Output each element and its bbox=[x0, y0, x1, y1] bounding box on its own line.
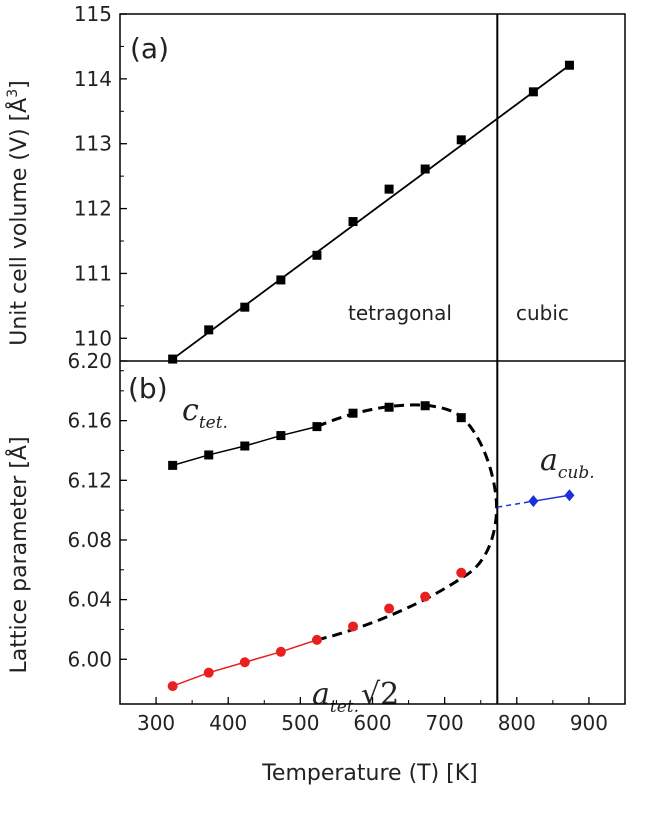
y-tick-label-b: 6.04 bbox=[67, 588, 112, 612]
plot-frame bbox=[119, 13, 626, 705]
series-label-a-tet-sub: tet. bbox=[330, 697, 359, 717]
a-tet-point bbox=[456, 567, 467, 578]
x-tick-label: 800 bbox=[498, 711, 536, 735]
c-tet-point bbox=[204, 450, 214, 460]
volume-point bbox=[564, 60, 574, 70]
x-tick-label: 400 bbox=[209, 711, 247, 735]
series-label-a-cub-sub: cub. bbox=[558, 463, 595, 483]
a-cub-point bbox=[528, 495, 539, 508]
y-tick-label-a: 113 bbox=[74, 132, 112, 156]
a-tet-point bbox=[384, 603, 395, 614]
y-axis-label-b: Lattice parameter [Å] bbox=[5, 436, 32, 673]
c-tet-point bbox=[312, 422, 322, 432]
x-tick-label: 900 bbox=[570, 711, 608, 735]
y-tick-label-b: 6.00 bbox=[67, 647, 112, 671]
x-tick-label: 600 bbox=[353, 711, 391, 735]
a-tet-point bbox=[203, 667, 214, 678]
y-tick-label-b: 6.08 bbox=[67, 528, 112, 552]
c-tet-point bbox=[348, 408, 358, 418]
c-tet-point bbox=[456, 413, 466, 423]
series-label-a-tet-main: a bbox=[312, 677, 330, 712]
c-tet-point bbox=[240, 441, 250, 451]
x-axis-label: Temperature (T) [K] bbox=[261, 761, 478, 786]
series-label-c-main: c bbox=[182, 393, 199, 428]
a-tet-point bbox=[420, 591, 431, 602]
y-axis-label-a-main: Unit cell volume (V) [Å bbox=[5, 98, 32, 346]
a-cub-point bbox=[564, 489, 575, 502]
series-label-c-sub: tet. bbox=[199, 413, 228, 433]
c-tet-point bbox=[276, 431, 286, 441]
c-tet-point bbox=[420, 401, 430, 411]
x-tick-label: 700 bbox=[426, 711, 464, 735]
series-label-a-cub-main: a bbox=[540, 443, 558, 478]
panel-b-label: (b) bbox=[128, 372, 168, 405]
volume-point bbox=[348, 217, 358, 227]
a-cub-dashed-link bbox=[497, 500, 534, 508]
a-tet-point bbox=[311, 634, 322, 645]
y-tick-label-b: 6.16 bbox=[67, 409, 112, 433]
y-tick-label-b: 6.20 bbox=[67, 349, 112, 373]
a-tet-point bbox=[239, 657, 250, 668]
a-tet-point bbox=[275, 646, 286, 657]
y-tick-label-b: 6.12 bbox=[67, 468, 112, 492]
volume-point bbox=[384, 184, 394, 194]
panel-a: 110 111 112 113 114 115 bbox=[74, 2, 574, 704]
y-axis-label-a: Unit cell volume (V) [Å3] bbox=[5, 80, 32, 345]
volume-fit-line bbox=[172, 64, 570, 360]
series-label-a-tet: atet.√2 bbox=[312, 677, 399, 717]
c-tet-point bbox=[168, 460, 178, 470]
series-label-a-cub: acub. bbox=[540, 443, 595, 483]
a-cub-line bbox=[533, 494, 570, 502]
volume-point bbox=[456, 135, 466, 145]
region-label-cubic: cubic bbox=[516, 301, 569, 325]
y-tick-label-a: 110 bbox=[74, 326, 112, 350]
volume-point bbox=[528, 87, 538, 97]
a-tet-point bbox=[348, 621, 359, 632]
a-tet-point bbox=[167, 681, 178, 692]
c-tet-point bbox=[384, 402, 394, 412]
volume-point bbox=[312, 250, 322, 260]
volume-point bbox=[168, 354, 178, 364]
y-tick-label-a: 115 bbox=[74, 2, 112, 26]
region-label-tetragonal: tetragonal bbox=[348, 301, 452, 325]
series-label-a-tet-sqrt: √2 bbox=[361, 677, 399, 712]
volume-point bbox=[276, 275, 286, 285]
panel-a-label: (a) bbox=[130, 32, 169, 65]
volume-point bbox=[240, 302, 250, 312]
volume-point bbox=[420, 164, 430, 174]
convergence-dashed-curve bbox=[316, 403, 499, 642]
y-axis-label-a-superscript: 3 bbox=[5, 89, 21, 98]
x-tick-label: 300 bbox=[137, 711, 175, 735]
y-tick-label-a: 112 bbox=[74, 197, 112, 221]
y-tick-label-a: 114 bbox=[74, 67, 112, 91]
panel-b: 6.00 6.04 6.08 6.12 6.16 6.20 bbox=[67, 349, 575, 692]
volume-point bbox=[204, 325, 214, 335]
x-tick-label: 500 bbox=[281, 711, 319, 735]
series-label-c-tet: ctet. bbox=[182, 393, 228, 433]
x-axis: 300 400 500 600 700 800 900 bbox=[119, 697, 626, 735]
y-axis-label-a-end: ] bbox=[7, 80, 32, 89]
y-tick-label-a: 111 bbox=[74, 261, 112, 285]
